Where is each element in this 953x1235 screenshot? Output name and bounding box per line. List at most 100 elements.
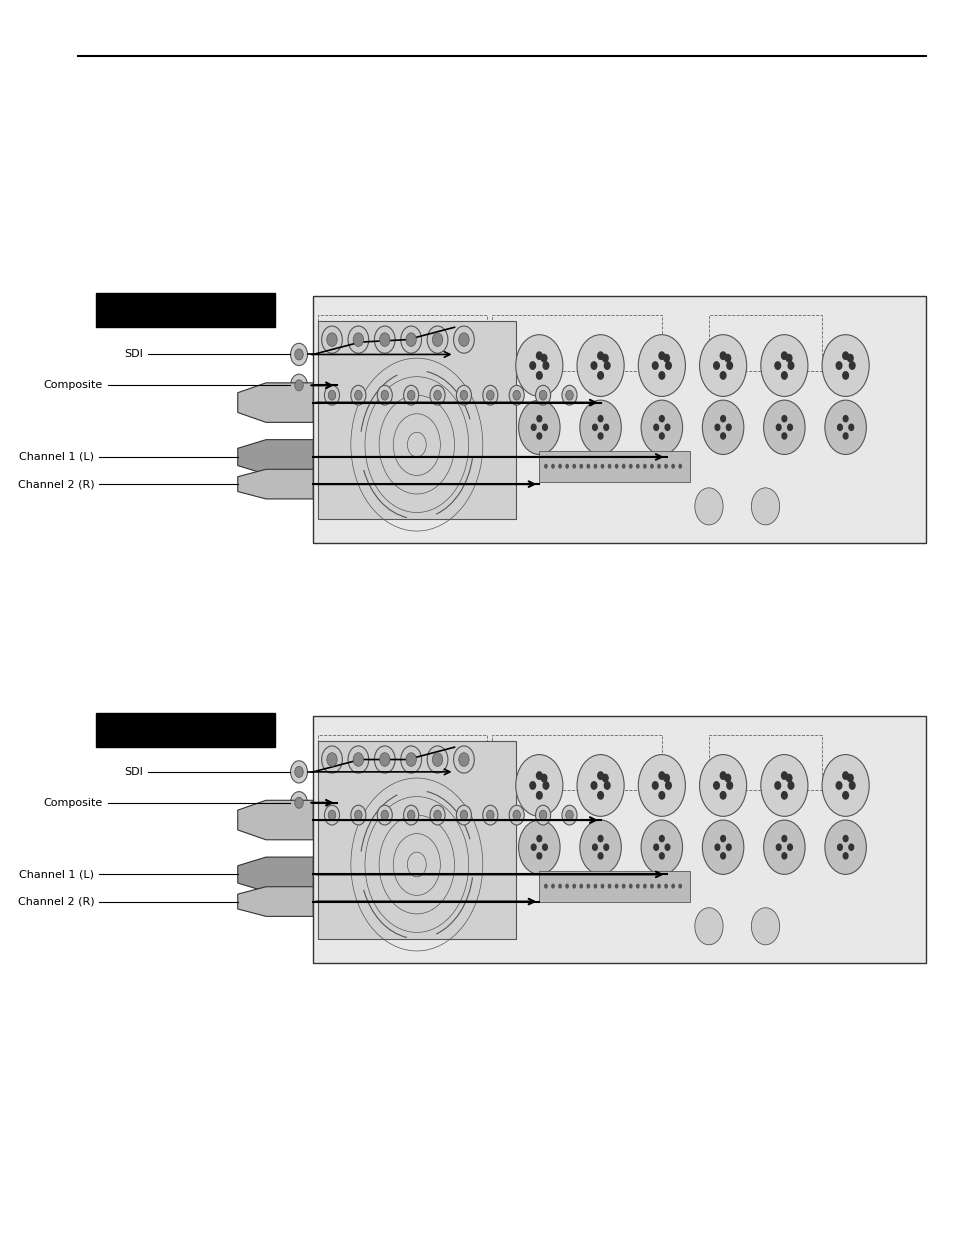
Circle shape [403,385,418,405]
Circle shape [537,835,541,842]
Circle shape [598,415,602,422]
Circle shape [572,463,576,469]
Circle shape [537,415,541,422]
Circle shape [456,385,471,405]
Circle shape [427,326,448,353]
Circle shape [558,463,561,469]
Circle shape [781,433,786,440]
Circle shape [542,362,548,369]
Circle shape [837,425,841,431]
Circle shape [787,782,793,789]
Circle shape [536,772,541,779]
Circle shape [642,884,646,889]
Circle shape [720,772,725,779]
Circle shape [592,425,597,431]
Circle shape [598,372,603,379]
Circle shape [841,772,847,779]
Circle shape [720,433,724,440]
Circle shape [760,755,807,816]
Circle shape [327,752,336,766]
Circle shape [659,415,663,422]
Circle shape [430,385,445,405]
Circle shape [725,845,730,850]
Circle shape [659,372,664,379]
FancyBboxPatch shape [313,716,924,963]
Circle shape [355,810,362,820]
Circle shape [355,390,362,400]
Circle shape [376,385,392,405]
Circle shape [720,792,725,799]
Circle shape [543,463,547,469]
Circle shape [374,746,395,773]
Circle shape [659,772,664,779]
Circle shape [671,884,675,889]
Circle shape [291,343,307,366]
Circle shape [561,385,577,405]
Circle shape [774,362,780,369]
Circle shape [432,752,442,766]
FancyBboxPatch shape [538,451,689,482]
Circle shape [538,810,546,820]
FancyBboxPatch shape [317,741,516,939]
Circle shape [824,400,865,454]
Circle shape [434,810,441,820]
Circle shape [598,772,603,779]
Circle shape [294,350,303,361]
Circle shape [842,433,847,440]
Circle shape [848,845,853,850]
Circle shape [453,746,474,773]
Text: Channel 2 (R): Channel 2 (R) [18,479,94,489]
Circle shape [628,884,632,889]
Circle shape [725,425,730,431]
Circle shape [456,805,471,825]
Circle shape [724,354,730,362]
Circle shape [715,845,720,850]
Circle shape [374,326,395,353]
Circle shape [642,463,646,469]
Circle shape [848,425,853,431]
Circle shape [841,792,847,799]
Circle shape [565,810,573,820]
Text: Composite: Composite [44,798,103,808]
Circle shape [720,372,725,379]
Circle shape [434,390,441,400]
Circle shape [536,352,541,359]
Circle shape [328,390,335,400]
Circle shape [837,845,841,850]
Circle shape [518,820,559,874]
Circle shape [600,884,603,889]
Circle shape [724,774,730,782]
Circle shape [379,752,390,766]
FancyBboxPatch shape [538,871,689,902]
Circle shape [762,400,804,454]
Circle shape [701,400,743,454]
Text: Composite: Composite [44,380,103,390]
Circle shape [529,782,535,789]
Circle shape [607,463,611,469]
Circle shape [720,415,724,422]
Circle shape [621,463,625,469]
Circle shape [653,845,658,850]
Circle shape [713,362,719,369]
Circle shape [694,908,722,945]
Circle shape [699,335,746,396]
Circle shape [432,332,442,347]
Circle shape [776,425,781,431]
Circle shape [586,884,590,889]
Circle shape [751,908,779,945]
Circle shape [486,390,494,400]
Circle shape [665,782,671,789]
Circle shape [842,853,847,860]
Circle shape [321,326,342,353]
Circle shape [781,352,786,359]
Circle shape [726,782,732,789]
Circle shape [578,463,582,469]
Polygon shape [237,800,313,840]
Circle shape [781,372,786,379]
Circle shape [376,805,392,825]
Circle shape [836,362,841,369]
FancyBboxPatch shape [317,321,516,519]
Circle shape [536,792,541,799]
Circle shape [577,335,623,396]
Circle shape [713,782,719,789]
